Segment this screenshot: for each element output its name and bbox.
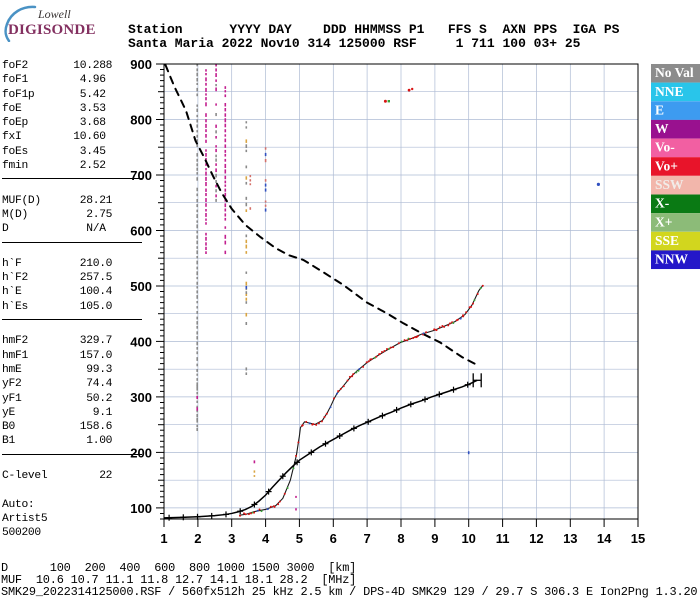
svg-text:15: 15 (631, 531, 645, 546)
svg-text:5: 5 (296, 531, 303, 546)
svg-text:2: 2 (194, 531, 201, 546)
svg-text:14: 14 (597, 531, 612, 546)
svg-text:10: 10 (461, 531, 475, 546)
svg-text:3: 3 (228, 531, 235, 546)
svg-text:NNE: NNE (655, 84, 684, 99)
svg-text:4: 4 (262, 531, 270, 546)
svg-text:E: E (655, 102, 664, 117)
svg-text:Vo+: Vo+ (655, 158, 678, 173)
svg-text:NNW: NNW (655, 252, 688, 267)
svg-text:12: 12 (529, 531, 543, 546)
svg-text:Vo-: Vo- (655, 140, 675, 155)
svg-text:8: 8 (397, 531, 404, 546)
svg-text:W: W (655, 121, 669, 136)
svg-text:13: 13 (563, 531, 577, 546)
svg-text:SSW: SSW (655, 177, 684, 192)
svg-text:7: 7 (363, 531, 370, 546)
svg-text:X+: X+ (655, 214, 672, 229)
svg-text:6: 6 (330, 531, 337, 546)
svg-text:1: 1 (160, 531, 167, 546)
svg-text:X-: X- (655, 196, 669, 211)
svg-text:9: 9 (431, 531, 438, 546)
svg-text:SSE: SSE (655, 233, 679, 248)
svg-text:No Val: No Val (655, 65, 694, 80)
svg-text:11: 11 (496, 531, 510, 546)
